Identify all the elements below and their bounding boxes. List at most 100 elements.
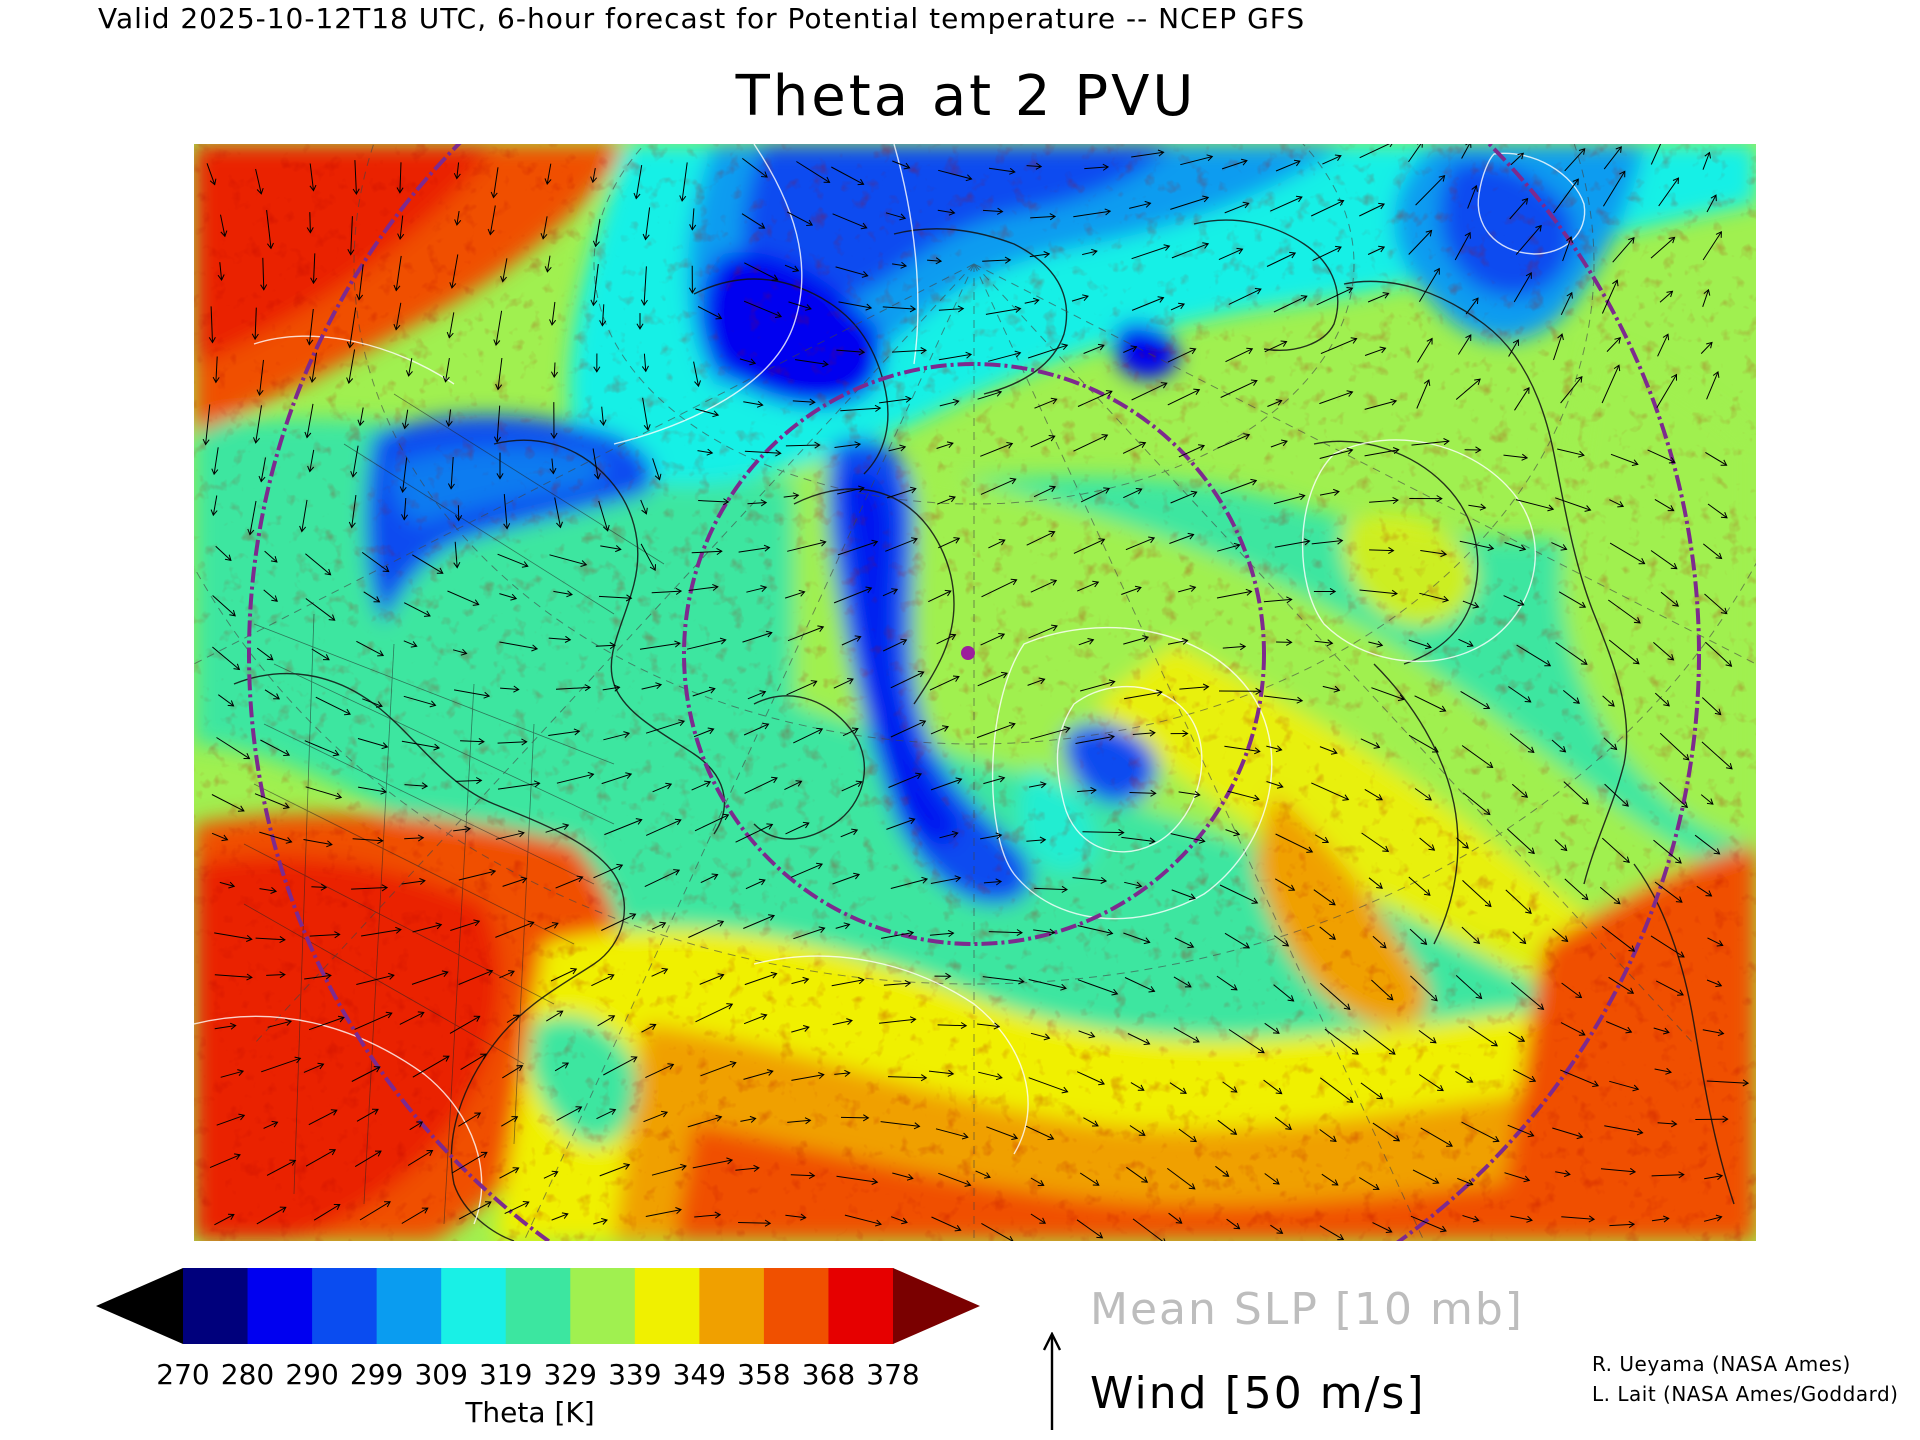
wind-vector-arrow-icon: [1169, 534, 1194, 544]
wind-vector-arrow-icon: [1324, 1028, 1359, 1055]
wind-vector-arrow-icon: [639, 642, 680, 650]
wind-vector-arrow-icon: [1274, 1116, 1292, 1130]
wind-vector-arrow-icon: [219, 262, 223, 281]
wind-vector-arrow-icon: [220, 214, 226, 237]
wind-vector-arrow-head-icon: [1638, 558, 1646, 565]
wind-vector-arrow-icon: [1217, 544, 1240, 552]
wind-vector-arrow-icon: [835, 266, 868, 277]
wind-vector-arrow-head-icon: [209, 178, 217, 186]
wind-vector-arrow-head-icon: [1704, 151, 1711, 159]
wind-vector-arrow-head-icon: [760, 499, 768, 507]
wind-vector-arrow-icon: [1372, 1122, 1400, 1142]
wind-vector-arrow-head-icon: [1560, 544, 1568, 551]
wind-vector-arrow-icon: [985, 308, 1021, 315]
wind-vector-arrow-icon: [1360, 1082, 1383, 1100]
wind-vector-arrow-icon: [1174, 937, 1194, 948]
wind-vector-arrow-icon: [1371, 687, 1405, 700]
wind-vector-arrow-icon: [1412, 1169, 1439, 1184]
wind-vector-arrow-head-icon: [1096, 1232, 1104, 1239]
wind-vector-arrow-icon: [1073, 210, 1111, 218]
wind-vector-arrow-head-icon: [1187, 532, 1195, 540]
wind-vector-arrow-icon: [263, 589, 278, 602]
wind-vector-arrow-icon: [1033, 486, 1056, 498]
wind-vector-arrow-head-icon: [1190, 1135, 1197, 1143]
wind-vector-arrow-icon: [1132, 732, 1155, 735]
wind-vector-arrow-icon: [1359, 1177, 1380, 1190]
wind-vector-arrow-icon: [1507, 828, 1535, 854]
wind-vector-arrow-icon: [489, 205, 496, 235]
wind-vector-arrow-head-icon: [1306, 846, 1314, 853]
wind-vector-arrow-head-icon: [633, 192, 641, 200]
wind-vector-arrow-icon: [651, 590, 682, 594]
wind-vector-arrow-icon: [836, 349, 865, 353]
wind-vector-arrow-head-icon: [865, 303, 873, 311]
wind-vector-arrow-head-icon: [1491, 1040, 1499, 1047]
wind-vector-arrow-icon: [451, 254, 459, 288]
wind-vector-arrow-icon: [362, 698, 383, 707]
wind-vector-arrow-head-icon: [1547, 504, 1555, 512]
wind-vector-arrow-icon: [1408, 876, 1431, 896]
wind-vector-arrow-icon: [1225, 348, 1253, 363]
wind-vector-arrow-head-icon: [1048, 435, 1056, 442]
wind-vector-arrow-icon: [981, 1222, 1014, 1241]
wind-vector-arrow-head-icon: [844, 1069, 851, 1077]
wind-vector-arrow-icon: [745, 879, 766, 890]
wind-vector-arrow-icon: [1131, 297, 1164, 311]
wind-vector-arrow-head-icon: [1337, 199, 1345, 206]
wind-vector-arrow-icon: [1363, 1029, 1396, 1055]
wind-vector-arrow-icon: [1612, 237, 1635, 263]
wind-vector-arrow-icon: [635, 165, 643, 199]
wind-vector-arrow-head-icon: [608, 1015, 616, 1022]
wind-vector-arrow-head-icon: [246, 973, 253, 981]
wind-vector-arrow-icon: [1509, 198, 1528, 220]
wind-vector-arrow-icon: [831, 979, 864, 987]
location-marker: [961, 646, 975, 660]
wind-vector-arrow-icon: [259, 831, 292, 843]
wind-vector-arrow-icon: [1167, 348, 1196, 363]
wind-vector-arrow-head-icon: [1446, 1140, 1453, 1147]
wind-vector-arrow-icon: [212, 495, 218, 516]
wind-vector-arrow-head-icon: [260, 284, 268, 291]
wind-vector-arrow-head-icon: [1425, 794, 1432, 801]
wind-vector-arrow-icon: [1178, 586, 1196, 593]
colorbar-tick-label: 349: [672, 1358, 727, 1391]
wind-vector-arrow-icon: [744, 777, 778, 794]
colorbar-tick-label: 290: [285, 1358, 339, 1391]
wind-vector-arrow-icon: [493, 167, 499, 198]
wind-vector-arrow-head-icon: [521, 561, 529, 568]
wind-vector-arrow-icon: [1660, 591, 1679, 607]
wind-vector-arrow-head-icon: [1720, 607, 1728, 615]
wind-vector-arrow-icon: [1610, 453, 1638, 465]
wind-vector-arrow-head-icon: [802, 976, 810, 984]
wind-vector-arrow-icon: [1179, 686, 1209, 690]
wind-vector-arrow-icon: [930, 877, 961, 884]
wind-vector-arrow-head-icon: [945, 972, 952, 980]
wind-vector-arrow-icon: [1083, 344, 1105, 354]
wind-vector-arrow-icon: [1320, 338, 1357, 355]
wind-vector-arrow-icon: [1270, 440, 1288, 448]
wind-vector-arrow-head-icon: [1382, 292, 1390, 299]
wind-vector-arrow-head-icon: [1432, 1177, 1440, 1184]
wind-vector-arrow-head-icon: [1483, 808, 1491, 816]
wind-vector-arrow-icon: [497, 741, 527, 744]
wind-vector-arrow-head-icon: [1443, 438, 1450, 446]
wind-vector-arrow-head-icon: [1182, 730, 1189, 738]
wind-vector-arrow-head-icon: [309, 376, 317, 383]
wind-vector-arrow-icon: [260, 739, 290, 756]
wind-vector-arrow-head-icon: [237, 805, 245, 812]
wind-vector-arrow-icon: [497, 357, 503, 390]
wind-vector-arrow-icon: [1359, 144, 1391, 159]
wind-vector-arrow-head-icon: [566, 590, 573, 598]
wind-vector-arrow-icon: [1030, 215, 1056, 219]
wind-vector-arrow-head-icon: [329, 1149, 337, 1156]
wind-vector-arrow-head-icon: [1429, 1037, 1437, 1044]
wind-vector-arrow-icon: [791, 1074, 824, 1081]
wind-vector-arrow-head-icon: [1523, 1175, 1531, 1183]
wind-vector-arrow-head-icon: [1629, 1167, 1637, 1175]
wind-vector-arrow-icon: [1124, 691, 1162, 700]
wind-vector-arrow-icon: [747, 691, 766, 700]
wind-vector-arrow-head-icon: [1163, 1238, 1166, 1241]
wind-vector-arrow-icon: [1028, 1077, 1068, 1093]
wind-vector-arrow-head-icon: [516, 1065, 524, 1072]
wind-vector-arrow-icon: [1167, 389, 1200, 406]
